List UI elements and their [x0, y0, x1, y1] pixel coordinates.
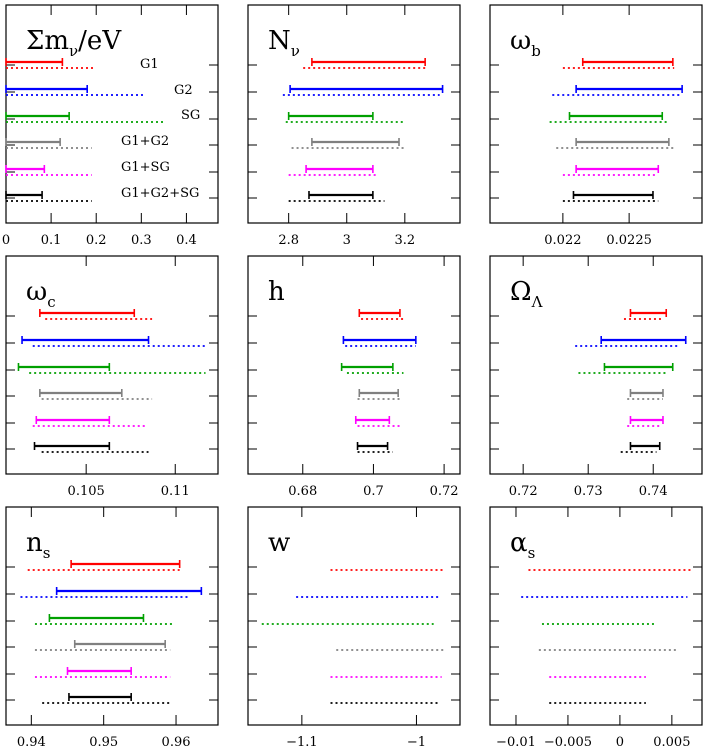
panel-frame — [5, 255, 219, 475]
x-tick-label: 0.4 — [176, 233, 197, 248]
x-tick-label: 0.2 — [86, 233, 107, 248]
x-tick-label: 0.1 — [41, 233, 62, 248]
x-tick-label: −0.005 — [544, 735, 592, 750]
panel-title: ΩΛ — [510, 277, 543, 311]
panel-n-s: 0.94 0.95 0.96 ns — [5, 506, 219, 750]
x-tick-label: 0.73 — [574, 484, 603, 499]
x-tick-label: 0 — [616, 735, 624, 750]
legend-label-SG: SG — [181, 108, 200, 123]
panel-omega-c: 0.105 0.11 ωc — [5, 255, 219, 499]
panel-frame — [489, 4, 703, 224]
panel-frame — [247, 255, 461, 475]
x-tick-label: 0 — [2, 233, 10, 248]
panel-N-nu: 2.8 3 3.2 Nν — [247, 4, 461, 248]
panel-sum-mnu: 0 0.1 0.2 0.3 0.4 Σmν/eV G1 G2 SG G1+G2 G1+SG G1+G2… — [2, 4, 219, 248]
x-tick-label: 0.005 — [653, 735, 690, 750]
panel-frame — [489, 255, 703, 475]
x-tick-label: 0.74 — [639, 484, 668, 499]
x-tick-label: 2.8 — [278, 233, 299, 248]
x-tick-label: 0.96 — [162, 735, 191, 750]
x-tick-label: 0.72 — [509, 484, 538, 499]
panel-omega-b: 0.022 0.0225 ωb — [489, 4, 703, 248]
panel-title: ωc — [26, 277, 56, 311]
legend-label-G1+G2: G1+G2 — [121, 134, 169, 149]
x-tick-label: −0.01 — [496, 735, 536, 750]
x-tick-label: 0.94 — [17, 735, 46, 750]
panel-frame — [247, 506, 461, 726]
x-tick-label: 3.2 — [394, 233, 415, 248]
x-tick-label: 0.3 — [131, 233, 152, 248]
x-tick-label: 0.68 — [288, 484, 317, 499]
panel-title: Nν — [268, 26, 300, 60]
x-tick-label: 0.95 — [89, 735, 118, 750]
panel-alpha-s: −0.01 −0.005 0 0.005 αs — [489, 506, 703, 750]
panel-title: ns — [26, 528, 50, 562]
legend-label-G1+SG: G1+SG — [121, 160, 170, 175]
panel-title: αs — [510, 528, 535, 562]
x-tick-label: 0.105 — [68, 484, 105, 499]
x-tick-label: 0.022 — [544, 233, 581, 248]
legend-label-G1: G1 — [140, 57, 159, 72]
x-tick-label: 0.0225 — [606, 233, 652, 248]
panel-frame — [247, 4, 461, 224]
panel-frame — [5, 506, 219, 726]
legend-label-G2: G2 — [174, 83, 193, 98]
x-tick-label: −1.1 — [286, 735, 318, 750]
panel-title: w — [268, 528, 290, 558]
x-tick-label: 0.72 — [430, 484, 459, 499]
panel-title: h — [268, 277, 285, 307]
panel-title: ωb — [510, 26, 541, 60]
legend-label-G1+G2+SG: G1+G2+SG — [121, 186, 199, 201]
panel-w: −1.1 −1 w — [247, 506, 461, 750]
panel-h: 0.68 0.7 0.72 h — [247, 255, 461, 499]
x-tick-label: 0.11 — [161, 484, 190, 499]
x-tick-label: −1 — [407, 735, 426, 750]
panel-Omega-Lambda: 0.72 0.73 0.74 ΩΛ — [489, 255, 703, 499]
x-tick-label: 3 — [343, 233, 351, 248]
panel-frame — [489, 506, 703, 726]
x-tick-label: 0.7 — [363, 484, 384, 499]
panel-title: Σmν/eV — [26, 26, 122, 60]
